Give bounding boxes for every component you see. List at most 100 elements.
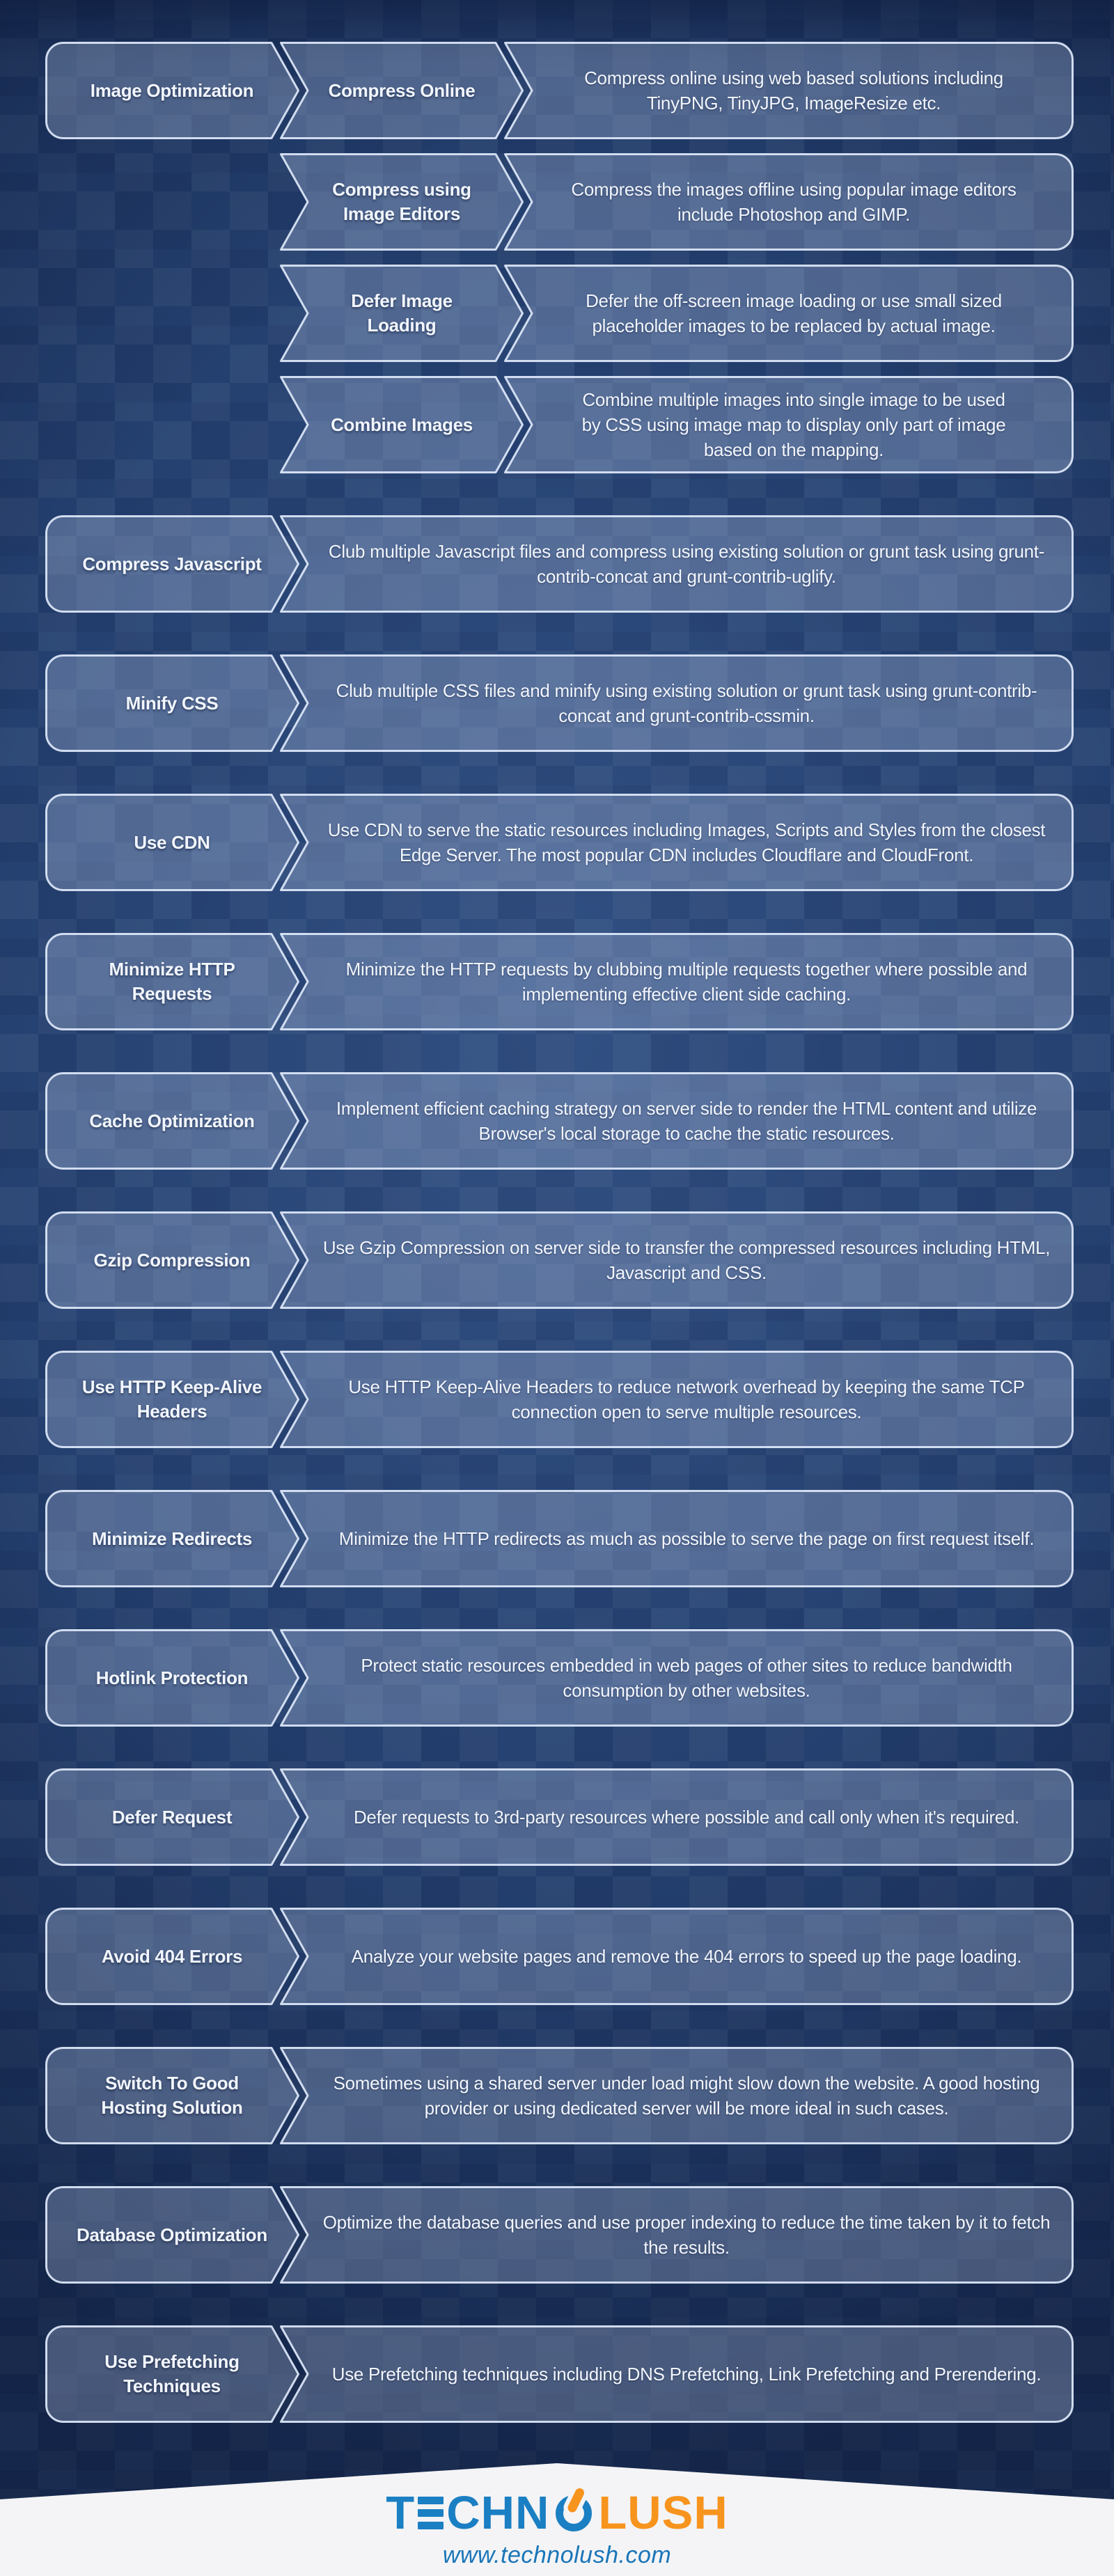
category-label-text: Use Prefetching Techniques [104, 2351, 240, 2396]
category-label: Image Optimization [45, 42, 299, 139]
category-label-text: Avoid 404 Errors [101, 1945, 243, 1967]
chevron-box-shape [45, 654, 299, 752]
row: Hotlink Protection Protect static resourc… [0, 1629, 1114, 1727]
description-text: Protect static resources embedded in web… [361, 1655, 1012, 1701]
category-label: Minimize Redirects [45, 1490, 299, 1587]
chevron-box-shape [280, 153, 524, 251]
description-text: Implement efficient caching strategy on … [336, 1098, 1037, 1144]
website-link[interactable]: www.technolush.com [442, 2542, 672, 2568]
category-label-text: Database Optimization [77, 2224, 267, 2245]
row: Minimize Redirects Minimize the HTTP redi… [0, 1490, 1114, 1587]
chevron-box-shape [45, 2325, 299, 2423]
category-label: Gzip Compression [45, 1211, 299, 1309]
description-text: Compress online using web based solution… [584, 68, 1003, 113]
power-button-icon [552, 2486, 595, 2535]
sub-label: Compress Online [280, 42, 524, 139]
category-label: Switch To Good Hosting Solution [45, 2047, 299, 2144]
logo-text-chn: CHN [446, 2487, 550, 2539]
chevron-box-shape [45, 1629, 299, 1727]
technolush-logo: T CHN LUSH [386, 2486, 728, 2539]
description-text: Club multiple CSS files and minify using… [336, 680, 1037, 726]
chevron-box-shape [45, 1351, 299, 1448]
category-label: Database Optimization [45, 2186, 299, 2284]
chevron-box-shape [280, 515, 1074, 613]
chevron-box-shape [280, 933, 1074, 1030]
sub-label-text: Defer Image Loading [351, 290, 453, 336]
chevron-box-shape [45, 1768, 299, 1866]
chevron-box-shape [45, 2186, 299, 2284]
category-label: Hotlink Protection [45, 1629, 299, 1727]
chevron-box-shape [45, 1908, 299, 2005]
description-text: Use Gzip Compression on server side to t… [322, 1237, 1051, 1283]
category-label-text: Minimize HTTP Requests [109, 959, 235, 1004]
chevron-box-shape [280, 794, 1074, 891]
description-text: Defer the off-screen image loading or us… [586, 290, 1002, 336]
description: Analyze your website pages and remove th… [280, 1908, 1074, 2005]
chevron-box-shape [45, 515, 299, 613]
chevron-box-shape [504, 42, 1074, 139]
description: Defer the off-screen image loading or us… [504, 265, 1074, 362]
category-label: Use HTTP Keep-Alive Headers [45, 1351, 299, 1448]
description: Club multiple CSS files and minify using… [280, 654, 1074, 752]
row: Compress using Image Editors Compress the… [0, 153, 1114, 251]
description: Use HTTP Keep-Alive Headers to reduce ne… [280, 1351, 1074, 1448]
category-label: Avoid 404 Errors [45, 1908, 299, 2005]
description: Sometimes using a shared server under lo… [280, 2047, 1074, 2144]
row: Avoid 404 Errors Analyze your website pag… [0, 1908, 1114, 2005]
chevron-box-shape [280, 265, 524, 362]
description-text: Optimize the database queries and use pr… [322, 2212, 1051, 2258]
category-label-text: Hotlink Protection [95, 1667, 249, 1688]
category-label-text: Cache Optimization [89, 1110, 255, 1131]
description: Compress online using web based solution… [504, 42, 1074, 139]
row: Compress Javascript Club multiple Javascr… [0, 515, 1114, 613]
chevron-box-shape [45, 42, 299, 139]
sub-label-text: Compress Online [328, 79, 476, 101]
description-text: Compress the images offline using popula… [571, 179, 1017, 225]
chevron-box-shape [45, 933, 299, 1030]
chevron-box-shape [280, 1908, 1074, 2005]
description-text: Analyze your website pages and remove th… [351, 1946, 1022, 1967]
description: Optimize the database queries and use pr… [280, 2186, 1074, 2284]
chevron-box-shape [45, 2047, 299, 2144]
description-text: Use CDN to serve the static resources in… [327, 819, 1046, 865]
row: Minimize HTTP Requests Minimize the HTTP … [0, 933, 1114, 1030]
description-text: Minimize the HTTP requests by clubbing m… [345, 959, 1028, 1005]
chevron-box-shape [280, 2325, 1074, 2423]
category-label: Minimize HTTP Requests [45, 933, 299, 1030]
category-label-text: Minify CSS [125, 692, 219, 714]
chevron-box-shape [504, 265, 1074, 362]
logo-text-t: T [386, 2487, 416, 2539]
description-text: Minimize the HTTP redirects as much as p… [338, 1528, 1035, 1549]
category-label: Use CDN [45, 794, 299, 891]
row: Database Optimization Optimize the databa… [0, 2186, 1114, 2284]
row: Cache Optimization Implement efficient ca… [0, 1072, 1114, 1170]
description: Defer requests to 3rd-party resources wh… [280, 1768, 1074, 1866]
sub-label: Compress using Image Editors [280, 153, 524, 251]
description-text: Sometimes using a shared server under lo… [333, 2073, 1040, 2119]
category-label-text: Gzip Compression [93, 1249, 251, 1271]
chevron-box-shape [280, 1768, 1074, 1866]
sub-label-text: Combine Images [331, 414, 473, 435]
chevron-box-shape [280, 1629, 1074, 1727]
description: Protect static resources embedded in web… [280, 1629, 1074, 1727]
category-label: Minify CSS [45, 654, 299, 752]
row: Use HTTP Keep-Alive Headers Use HTTP Keep… [0, 1351, 1114, 1448]
chevron-box-shape [280, 2047, 1074, 2144]
chevron-box-shape [45, 1211, 299, 1309]
description: Club multiple Javascript files and compr… [280, 515, 1074, 613]
description: Use CDN to serve the static resources in… [280, 794, 1074, 891]
description-text: Club multiple Javascript files and compr… [328, 541, 1045, 587]
category-label-text: Minimize Redirects [91, 1527, 253, 1549]
category-label-text: Use CDN [134, 831, 210, 853]
sub-label: Defer Image Loading [280, 265, 524, 362]
description-text: Combine multiple images into single imag… [581, 389, 1006, 460]
row: Minify CSS Club multiple CSS files and mi… [0, 654, 1114, 752]
description: Compress the images offline using popula… [504, 153, 1074, 251]
chevron-box-shape [45, 1490, 299, 1587]
description: Use Gzip Compression on server side to t… [280, 1211, 1074, 1309]
chevron-box-shape [280, 1072, 1074, 1170]
chevron-box-shape [504, 153, 1074, 251]
category-label-text: Image Optimization [90, 79, 254, 101]
category-label: Use Prefetching Techniques [45, 2325, 299, 2423]
